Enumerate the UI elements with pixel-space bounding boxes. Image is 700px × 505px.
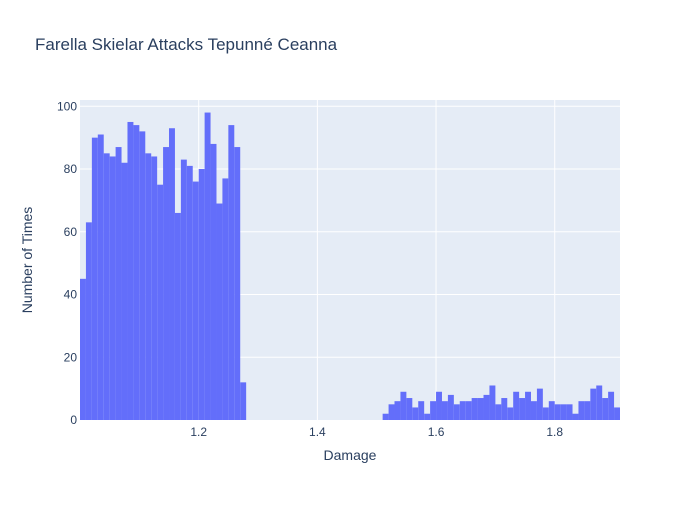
histogram-bar	[519, 398, 526, 420]
y-tick-label: 0	[70, 413, 77, 427]
histogram-bar	[424, 413, 431, 420]
histogram-bar	[85, 222, 92, 420]
histogram-bar	[222, 178, 229, 420]
x-tick-label: 1.6	[428, 425, 445, 439]
y-tick-label: 40	[64, 288, 78, 302]
histogram-bar	[436, 391, 442, 420]
histogram-bar	[590, 388, 597, 420]
y-axis-ticks: 0 20 40 60 80 100	[57, 99, 77, 427]
histogram-bar	[525, 391, 531, 420]
y-tick-label: 80	[64, 162, 78, 176]
histogram-bar	[80, 278, 86, 420]
x-tick-label: 1.2	[190, 425, 207, 439]
histogram-bar	[240, 382, 247, 420]
histogram-bar	[501, 398, 508, 420]
histogram-bar	[453, 404, 460, 420]
bars	[80, 112, 620, 421]
y-tick-label: 100	[57, 99, 77, 113]
histogram-bar	[483, 394, 490, 420]
histogram-bar	[388, 404, 395, 420]
histogram-bar	[495, 404, 502, 420]
histogram-bar	[121, 162, 128, 420]
histogram-bar	[204, 112, 211, 421]
histogram-bar	[400, 391, 407, 420]
histogram-bar	[554, 404, 561, 420]
histogram-bar	[602, 398, 609, 420]
histogram-bar	[548, 401, 555, 420]
histogram-bar	[441, 401, 448, 420]
histogram-bar	[234, 147, 241, 420]
histogram-bar	[418, 401, 425, 420]
histogram-bar	[513, 391, 520, 420]
histogram-bar	[192, 181, 199, 420]
histogram-bar	[216, 203, 223, 420]
histogram-bar	[103, 153, 110, 421]
histogram-bar	[151, 156, 158, 420]
histogram-bar	[412, 407, 419, 420]
histogram-bar	[584, 401, 591, 420]
histogram-bar	[394, 401, 401, 420]
histogram-bar	[198, 169, 205, 420]
histogram-bar	[608, 391, 615, 420]
histogram-bar	[566, 404, 573, 420]
histogram-bar	[471, 398, 478, 420]
histogram-bar	[447, 394, 454, 420]
chart-title: Farella Skielar Attacks Tepunné Ceanna	[35, 35, 338, 54]
histogram-bar	[406, 398, 413, 420]
histogram-bar	[228, 125, 235, 421]
x-axis-label: Damage	[324, 447, 377, 463]
y-axis-label: Number of Times	[19, 207, 35, 314]
y-tick-label: 60	[64, 225, 78, 239]
y-tick-label: 20	[64, 350, 78, 364]
histogram-bar	[145, 153, 152, 421]
histogram-bar	[139, 131, 146, 420]
histogram-bar	[430, 401, 437, 420]
histogram-bar	[489, 385, 496, 420]
histogram-bar	[477, 398, 484, 420]
histogram-bar	[614, 407, 620, 420]
histogram-bar	[97, 134, 104, 420]
histogram-bar	[382, 413, 389, 420]
histogram-bar	[109, 156, 116, 420]
histogram-bar	[180, 159, 187, 420]
histogram-bar	[465, 401, 472, 420]
histogram-bar	[572, 413, 579, 420]
histogram-bar	[542, 407, 549, 420]
histogram-bar	[186, 165, 193, 420]
histogram-bar	[174, 212, 181, 420]
histogram-bar	[578, 401, 585, 420]
histogram-bar	[536, 388, 543, 420]
histogram-bar	[115, 147, 122, 420]
histogram-bar	[127, 121, 134, 420]
histogram-bar	[169, 128, 175, 420]
histogram-bar	[596, 385, 603, 420]
x-tick-label: 1.4	[309, 425, 326, 439]
histogram-bar	[560, 404, 567, 420]
histogram-bar	[157, 184, 164, 420]
x-axis-ticks: 1.2 1.4 1.6 1.8	[190, 425, 563, 439]
histogram-bar	[210, 143, 217, 420]
x-tick-label: 1.8	[546, 425, 563, 439]
histogram-bar	[133, 125, 140, 421]
histogram-bar	[507, 407, 514, 420]
histogram-bar	[163, 147, 170, 420]
histogram-bar	[530, 401, 537, 420]
histogram-bar	[459, 401, 466, 420]
histogram-bar	[91, 137, 98, 420]
